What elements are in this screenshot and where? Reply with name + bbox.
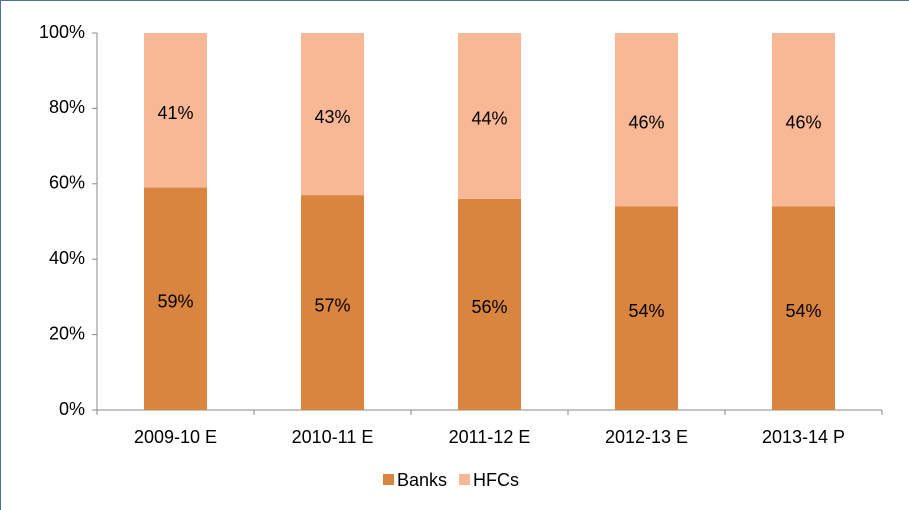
y-tick-label: 20% xyxy=(49,323,85,343)
bar-segment xyxy=(458,198,521,410)
bar-segment xyxy=(615,206,678,410)
y-tick-label: 100% xyxy=(39,22,85,42)
legend-swatch xyxy=(459,474,471,485)
bar-segment xyxy=(458,33,521,199)
y-tick-label: 80% xyxy=(49,97,85,117)
legend-label: HFCs xyxy=(473,470,519,490)
bar-segment xyxy=(301,33,364,196)
bar-segment xyxy=(144,187,207,410)
data-label: 44% xyxy=(471,109,507,129)
bar-segment xyxy=(772,33,835,207)
y-tick-label: 0% xyxy=(59,399,85,419)
data-label: 54% xyxy=(785,301,821,321)
x-tick-label: 2011-12 E xyxy=(449,427,531,447)
legend-swatch xyxy=(383,474,394,485)
data-label: 57% xyxy=(314,295,350,315)
x-tick-label: 2009-10 E xyxy=(134,427,217,447)
data-label: 54% xyxy=(628,301,664,321)
data-label: 59% xyxy=(157,292,193,312)
x-tick-label: 2012-13 E xyxy=(605,427,688,447)
bar-segment xyxy=(615,33,678,207)
bar-segment xyxy=(301,195,364,410)
bar-segment xyxy=(144,33,207,188)
data-label: 46% xyxy=(628,112,664,132)
data-label: 46% xyxy=(785,112,821,132)
data-label: 41% xyxy=(157,103,193,123)
x-tick-label: 2010-11 E xyxy=(292,427,374,447)
bar-segment xyxy=(772,206,835,410)
x-tick-label: 2013-14 P xyxy=(762,427,845,447)
legend-label: Banks xyxy=(397,470,447,490)
y-tick-label: 40% xyxy=(49,248,85,268)
y-tick-label: 60% xyxy=(49,173,85,193)
data-label: 56% xyxy=(471,297,507,317)
data-label: 43% xyxy=(314,107,350,127)
